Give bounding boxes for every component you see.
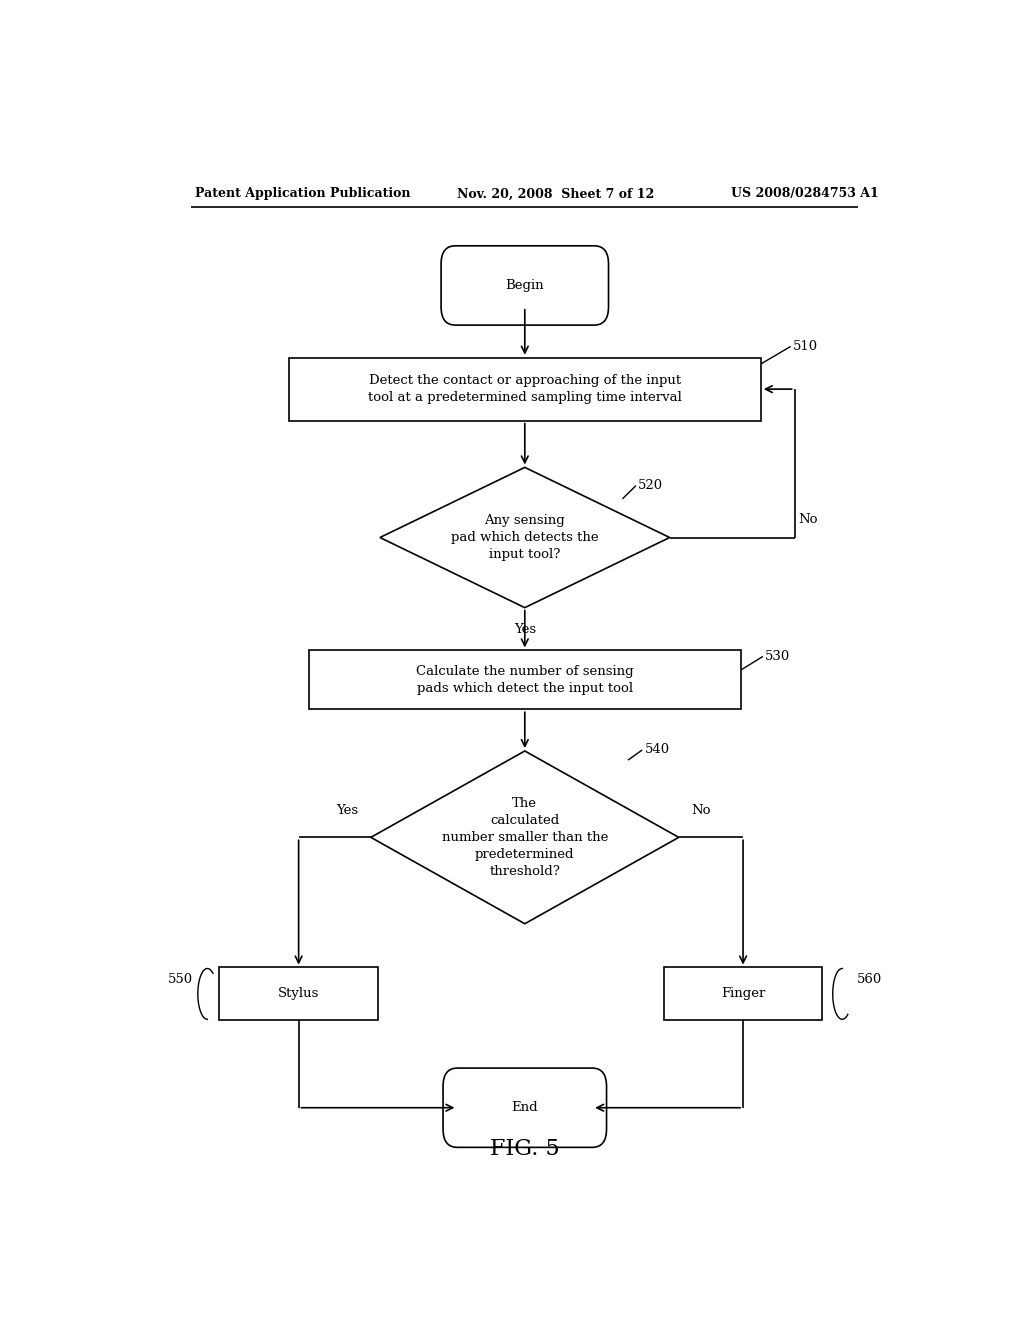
Text: FIG. 5: FIG. 5	[490, 1138, 559, 1160]
Bar	[308, 651, 741, 709]
Text: Yes: Yes	[514, 623, 536, 636]
Text: Finger: Finger	[721, 987, 765, 1001]
Text: 510: 510	[793, 341, 818, 352]
Text: 550: 550	[168, 973, 194, 986]
Text: The
calculated
number smaller than the
predetermined
threshold?: The calculated number smaller than the p…	[441, 797, 608, 878]
Text: 530: 530	[765, 649, 791, 663]
Polygon shape	[380, 467, 670, 607]
Bar	[289, 358, 761, 421]
Text: 540: 540	[645, 743, 670, 756]
Text: Detect the contact or approaching of the input
tool at a predetermined sampling : Detect the contact or approaching of the…	[368, 374, 682, 404]
Text: Calculate the number of sensing
pads which detect the input tool: Calculate the number of sensing pads whi…	[416, 665, 634, 694]
Text: Patent Application Publication: Patent Application Publication	[196, 187, 411, 201]
Text: Begin: Begin	[506, 279, 544, 292]
Text: 560: 560	[856, 973, 882, 986]
Text: US 2008/0284753 A1: US 2008/0284753 A1	[731, 187, 879, 201]
Text: Nov. 20, 2008  Sheet 7 of 12: Nov. 20, 2008 Sheet 7 of 12	[458, 187, 654, 201]
Polygon shape	[371, 751, 679, 924]
Text: Yes: Yes	[336, 804, 358, 817]
Text: End: End	[511, 1101, 539, 1114]
Bar	[219, 968, 378, 1020]
Text: No: No	[691, 804, 711, 817]
Text: No: No	[799, 512, 818, 525]
Bar	[664, 968, 822, 1020]
Text: 520: 520	[638, 479, 664, 492]
Text: Stylus: Stylus	[278, 987, 319, 1001]
FancyBboxPatch shape	[441, 246, 608, 325]
FancyBboxPatch shape	[443, 1068, 606, 1147]
Text: Any sensing
pad which detects the
input tool?: Any sensing pad which detects the input …	[451, 513, 599, 561]
